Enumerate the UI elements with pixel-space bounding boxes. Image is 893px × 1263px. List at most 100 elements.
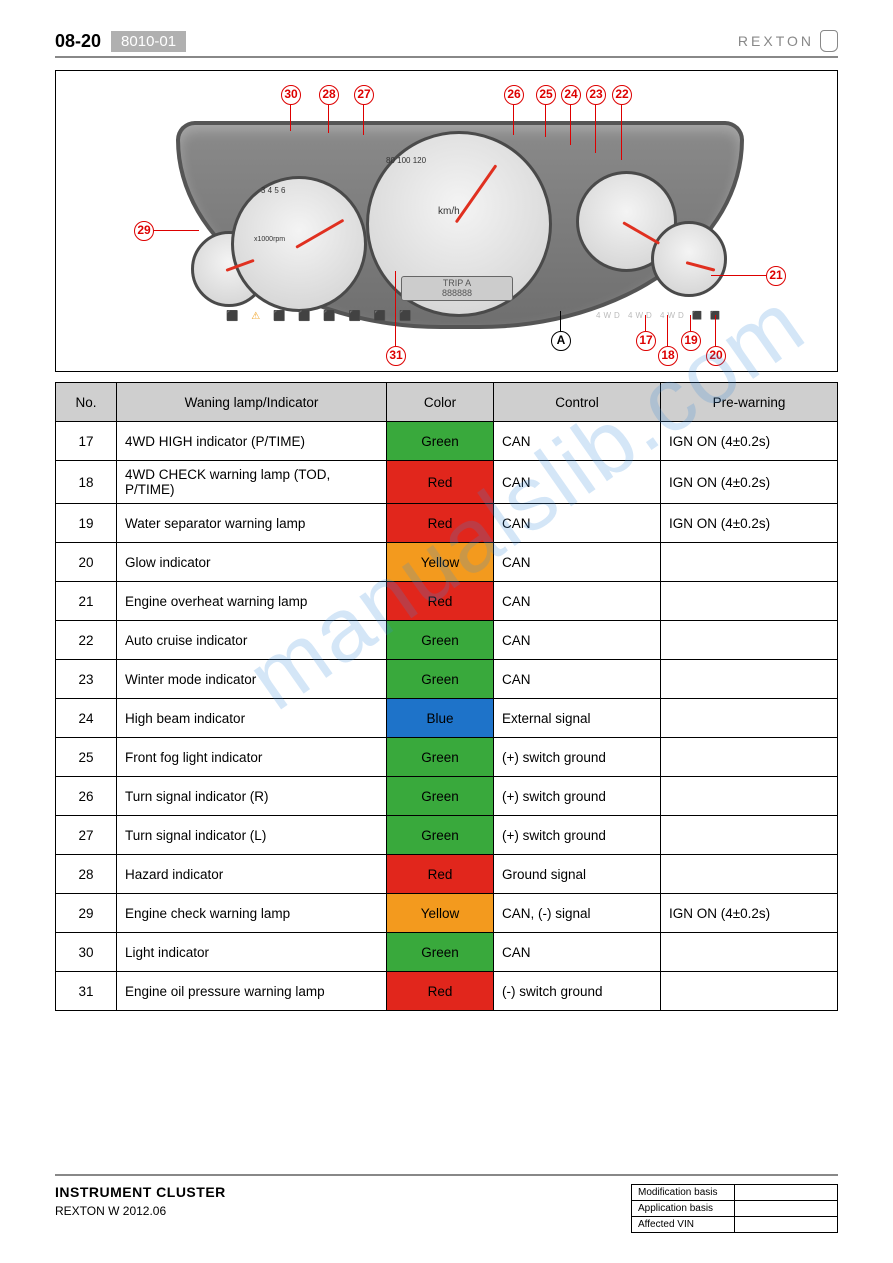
cell-no: 23 bbox=[56, 660, 117, 699]
meta-value bbox=[735, 1201, 838, 1217]
cell-name: 4WD HIGH indicator (P/TIME) bbox=[117, 422, 387, 461]
cell-no: 18 bbox=[56, 461, 117, 504]
table-row: Application basis bbox=[632, 1201, 838, 1217]
table-row: 26Turn signal indicator (R)Green(+) swit… bbox=[56, 777, 838, 816]
cell-control: CAN, (-) signal bbox=[494, 894, 661, 933]
cell-name: Engine oil pressure warning lamp bbox=[117, 972, 387, 1011]
table-row: Modification basis bbox=[632, 1185, 838, 1201]
cell-control: CAN bbox=[494, 660, 661, 699]
warning-icons-right: 4WD 4WD 4WD ⬛ ⬛ bbox=[596, 311, 723, 320]
cell-color: Green bbox=[387, 660, 494, 699]
cell-name: 4WD CHECK warning lamp (TOD, P/TIME) bbox=[117, 461, 387, 504]
brand-label: REXTON bbox=[738, 30, 838, 52]
leader-line bbox=[690, 315, 691, 331]
cell-no: 19 bbox=[56, 504, 117, 543]
cell-pre bbox=[661, 582, 838, 621]
footer-subtitle: REXTON W 2012.06 bbox=[55, 1204, 226, 1218]
meta-value bbox=[735, 1217, 838, 1233]
cell-color: Red bbox=[387, 582, 494, 621]
cell-control: CAN bbox=[494, 543, 661, 582]
callout-30: 30 bbox=[281, 85, 301, 105]
cell-color: Green bbox=[387, 933, 494, 972]
table-row: 22Auto cruise indicatorGreenCAN bbox=[56, 621, 838, 660]
table-body: 174WD HIGH indicator (P/TIME)GreenCANIGN… bbox=[56, 422, 838, 1011]
table-row: 25Front fog light indicatorGreen(+) swit… bbox=[56, 738, 838, 777]
table-row: 21Engine overheat warning lampRedCAN bbox=[56, 582, 838, 621]
gauge-temp bbox=[651, 221, 727, 297]
leader-line bbox=[711, 275, 766, 276]
cell-pre: IGN ON (4±0.2s) bbox=[661, 504, 838, 543]
cell-name: Glow indicator bbox=[117, 543, 387, 582]
page-number: 08-20 bbox=[55, 31, 101, 52]
meta-label: Application basis bbox=[632, 1201, 735, 1217]
header-left: 08-20 8010-01 bbox=[55, 31, 186, 52]
warning-icons-left: ⬛ ⚠ ⬛ ⬛ ⬛ ⬛ ⬛ ⬛ bbox=[226, 311, 417, 322]
cell-no: 22 bbox=[56, 621, 117, 660]
cell-name: Water separator warning lamp bbox=[117, 504, 387, 543]
col-control: Control bbox=[494, 383, 661, 422]
cell-control: (-) switch ground bbox=[494, 972, 661, 1011]
cell-color: Red bbox=[387, 461, 494, 504]
cell-no: 24 bbox=[56, 699, 117, 738]
cell-pre bbox=[661, 777, 838, 816]
col-name: Waning lamp/Indicator bbox=[117, 383, 387, 422]
leader-line bbox=[560, 311, 561, 331]
page: 08-20 8010-01 REXTON km/h 80 100 120 3 4… bbox=[0, 0, 893, 1263]
callout-26: 26 bbox=[504, 85, 524, 105]
callout-20: 20 bbox=[706, 346, 726, 366]
instrument-cluster: km/h 80 100 120 3 4 5 6 x1000rpm TRIP A8… bbox=[176, 121, 736, 341]
page-footer: INSTRUMENT CLUSTER REXTON W 2012.06 Modi… bbox=[55, 1174, 838, 1233]
leader-line bbox=[595, 105, 596, 153]
meta-label: Affected VIN bbox=[632, 1217, 735, 1233]
cell-color: Green bbox=[387, 816, 494, 855]
cell-name: Front fog light indicator bbox=[117, 738, 387, 777]
callout-27: 27 bbox=[354, 85, 374, 105]
cell-color: Blue bbox=[387, 699, 494, 738]
cluster-diagram: km/h 80 100 120 3 4 5 6 x1000rpm TRIP A8… bbox=[55, 70, 838, 372]
cell-name: Hazard indicator bbox=[117, 855, 387, 894]
page-header: 08-20 8010-01 REXTON bbox=[55, 30, 838, 58]
cell-no: 20 bbox=[56, 543, 117, 582]
cell-name: Turn signal indicator (L) bbox=[117, 816, 387, 855]
cell-no: 27 bbox=[56, 816, 117, 855]
table-row: 31Engine oil pressure warning lampRed(-)… bbox=[56, 972, 838, 1011]
table-row: 28Hazard indicatorRedGround signal bbox=[56, 855, 838, 894]
callout-23: 23 bbox=[586, 85, 606, 105]
cell-control: Ground signal bbox=[494, 855, 661, 894]
table-header: No. Waning lamp/Indicator Color Control … bbox=[56, 383, 838, 422]
cell-control: External signal bbox=[494, 699, 661, 738]
leader-line bbox=[621, 105, 622, 160]
table-row: 29Engine check warning lampYellowCAN, (-… bbox=[56, 894, 838, 933]
table-row: 30Light indicatorGreenCAN bbox=[56, 933, 838, 972]
cell-pre: IGN ON (4±0.2s) bbox=[661, 894, 838, 933]
meta-value bbox=[735, 1185, 838, 1201]
callout-21: 21 bbox=[766, 266, 786, 286]
cell-name: Auto cruise indicator bbox=[117, 621, 387, 660]
table-row: 19Water separator warning lampRedCANIGN … bbox=[56, 504, 838, 543]
callout-A: A bbox=[551, 331, 571, 351]
cell-control: (+) switch ground bbox=[494, 777, 661, 816]
meta-label: Modification basis bbox=[632, 1185, 735, 1201]
leader-line bbox=[570, 105, 571, 145]
cell-pre bbox=[661, 699, 838, 738]
callout-29: 29 bbox=[134, 221, 154, 241]
table-row: 20Glow indicatorYellowCAN bbox=[56, 543, 838, 582]
footer-meta-table: Modification basis Application basis Aff… bbox=[631, 1184, 838, 1233]
indicator-table: No. Waning lamp/Indicator Color Control … bbox=[55, 382, 838, 1011]
cell-control: (+) switch ground bbox=[494, 738, 661, 777]
leader-line bbox=[328, 105, 329, 133]
leader-line bbox=[667, 315, 668, 346]
odometer: TRIP A888888 bbox=[401, 276, 513, 301]
cell-color: Green bbox=[387, 777, 494, 816]
leader-line bbox=[513, 105, 514, 135]
leader-line bbox=[395, 271, 396, 346]
table-row: 24High beam indicatorBlueExternal signal bbox=[56, 699, 838, 738]
cell-pre: IGN ON (4±0.2s) bbox=[661, 422, 838, 461]
cell-no: 25 bbox=[56, 738, 117, 777]
cell-pre: IGN ON (4±0.2s) bbox=[661, 461, 838, 504]
section-code: 8010-01 bbox=[111, 31, 186, 52]
callout-31: 31 bbox=[386, 346, 406, 366]
cell-color: Green bbox=[387, 621, 494, 660]
footer-title: INSTRUMENT CLUSTER bbox=[55, 1184, 226, 1200]
cell-control: CAN bbox=[494, 504, 661, 543]
